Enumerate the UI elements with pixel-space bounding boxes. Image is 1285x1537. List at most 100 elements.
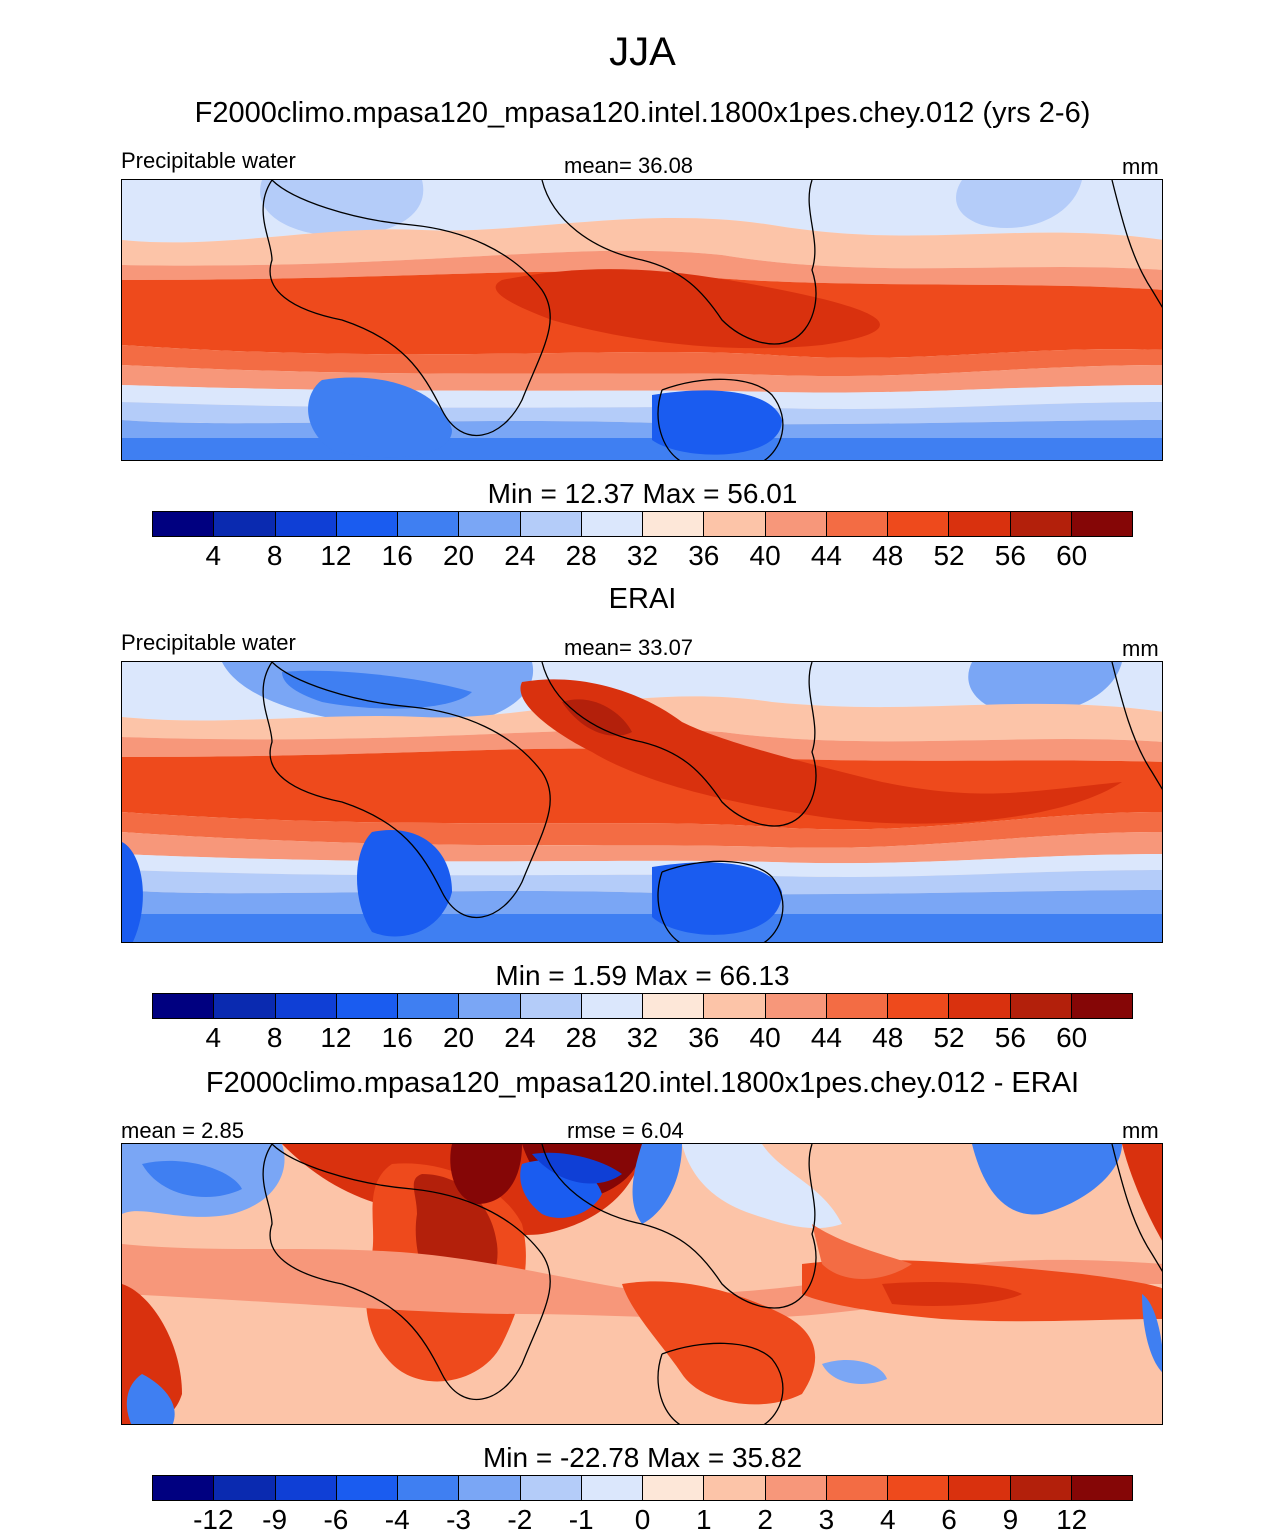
colorbar-swatch <box>459 994 521 1018</box>
panel-3-minmax: Min = -22.78 Max = 35.82 <box>482 1442 803 1473</box>
colorbar-swatch <box>888 1476 950 1500</box>
colorbar-swatch <box>1071 994 1132 1018</box>
colorbar-tick-label: -6 <box>323 1504 349 1535</box>
panel-3-colorbar-ticks: -12 -9 -6 -4 -3 -2 -1 0 1 2 3 4 6 9 12 <box>152 1504 1133 1536</box>
colorbar-tick-label: 20 <box>442 1022 475 1053</box>
colorbar-swatch <box>275 512 337 536</box>
colorbar-swatch <box>704 512 766 536</box>
colorbar-swatch <box>1071 512 1132 536</box>
colorbar-swatch <box>949 1476 1011 1500</box>
colorbar-swatch <box>643 512 705 536</box>
colorbar-tick-label: 12 <box>1056 1504 1088 1535</box>
colorbar-swatch <box>1071 1476 1132 1500</box>
colorbar-tick-label: -3 <box>446 1504 472 1535</box>
colorbar-swatch <box>826 994 888 1018</box>
colorbar-tick-label: 52 <box>933 540 965 571</box>
colorbar-swatch <box>888 994 950 1018</box>
colorbar-tick-label: -12 <box>193 1504 234 1535</box>
colorbar-tick-label: 40 <box>749 540 781 571</box>
panel-1-field <box>122 180 1162 460</box>
colorbar-tick-label: 8 <box>266 540 283 571</box>
panel-2-minmax: Min = 1.59 Max = 66.13 <box>495 960 790 991</box>
panel-2-map <box>121 661 1163 943</box>
colorbar-swatch <box>520 994 582 1018</box>
panel-2-units: mm <box>1122 636 1159 661</box>
colorbar-swatch <box>704 1476 766 1500</box>
colorbar-swatch <box>826 512 888 536</box>
colorbar-tick-label: 4 <box>205 1022 222 1053</box>
colorbar-tick-label: 60 <box>1056 540 1088 571</box>
colorbar-swatch <box>214 1476 276 1500</box>
colorbar-tick-label: 2 <box>757 1504 773 1535</box>
colorbar-swatch <box>336 1476 398 1500</box>
colorbar-tick-label: 28 <box>565 1022 597 1053</box>
colorbar-swatch <box>336 994 398 1018</box>
colorbar-tick-label: 16 <box>381 1022 413 1053</box>
colorbar-tick-label: 52 <box>933 1022 965 1053</box>
colorbar-tick-label: 3 <box>818 1504 835 1535</box>
colorbar-swatch <box>398 512 460 536</box>
colorbar-swatch <box>765 1476 827 1500</box>
colorbar-tick-label: 48 <box>872 1022 904 1053</box>
colorbar-tick-label: 6 <box>941 1504 957 1535</box>
panel-1-units: mm <box>1122 154 1159 179</box>
colorbar-swatch <box>949 994 1011 1018</box>
colorbar-swatch <box>1010 512 1072 536</box>
colorbar-swatch <box>949 512 1011 536</box>
panel-2-colorbar <box>152 993 1133 1019</box>
colorbar-tick-label: 48 <box>872 540 904 571</box>
colorbar-swatch <box>520 512 582 536</box>
colorbar-swatch <box>826 1476 888 1500</box>
colorbar-swatch <box>643 994 705 1018</box>
colorbar-swatch <box>398 994 460 1018</box>
colorbar-tick-label: 1 <box>696 1504 712 1535</box>
colorbar-tick-label: 16 <box>381 540 413 571</box>
colorbar-tick-label: 4 <box>205 540 222 571</box>
panel-3-rmse: rmse = 6.04 <box>567 1118 684 1143</box>
colorbar-swatch <box>643 1476 705 1500</box>
colorbar-tick-label: 24 <box>504 1022 536 1053</box>
colorbar-tick-label: -2 <box>507 1504 533 1535</box>
panel-3-title: F2000climo.mpasa120_mpasa120.intel.1800x… <box>205 1067 1080 1099</box>
panel-2-field <box>122 662 1162 942</box>
figure-title: JJA <box>609 30 676 74</box>
colorbar-tick-label: 60 <box>1056 1022 1088 1053</box>
colorbar-tick-label: 32 <box>626 1022 659 1053</box>
colorbar-tick-label: 36 <box>688 540 720 571</box>
panel-1-colorbar-ticks: 4 8 12 16 20 24 28 32 36 40 44 48 52 56 60 <box>152 540 1133 572</box>
panel-2-colorbar-ticks: 4 8 12 16 20 24 28 32 36 40 44 48 52 56 60 <box>152 1022 1133 1054</box>
colorbar-tick-label: 44 <box>810 540 843 571</box>
colorbar-tick-label: 12 <box>320 540 352 571</box>
colorbar-tick-label: -9 <box>262 1504 288 1535</box>
colorbar-swatch <box>765 512 827 536</box>
colorbar-swatch <box>214 512 276 536</box>
colorbar-tick-label: 24 <box>504 540 536 571</box>
colorbar-swatch <box>153 512 215 536</box>
colorbar-swatch <box>459 1476 521 1500</box>
panel-3-colorbar <box>152 1475 1133 1501</box>
colorbar-tick-label: 9 <box>1002 1504 1019 1535</box>
colorbar-swatch <box>275 994 337 1018</box>
colorbar-tick-label: 28 <box>565 540 597 571</box>
panel-2-mean: mean= 33.07 <box>564 635 694 660</box>
colorbar-swatch <box>1010 1476 1072 1500</box>
panel-3-map <box>121 1143 1163 1425</box>
colorbar-tick-label: 36 <box>688 1022 720 1053</box>
colorbar-swatch <box>275 1476 337 1500</box>
panel-2-variable: Precipitable water <box>121 630 296 655</box>
colorbar-tick-label: 8 <box>266 1022 283 1053</box>
colorbar-swatch <box>214 994 276 1018</box>
panel-3-mean: mean = 2.85 <box>121 1118 244 1143</box>
colorbar-swatch <box>888 512 950 536</box>
panel-1-colorbar <box>152 511 1133 537</box>
colorbar-swatch <box>398 1476 460 1500</box>
colorbar-swatch <box>765 994 827 1018</box>
colorbar-tick-label: -4 <box>384 1504 410 1535</box>
colorbar-swatch <box>336 512 398 536</box>
panel-3-field <box>122 1144 1162 1424</box>
colorbar-tick-label: 32 <box>626 540 659 571</box>
colorbar-swatch <box>520 1476 582 1500</box>
colorbar-tick-label: 44 <box>810 1022 843 1053</box>
colorbar-tick-label: 40 <box>749 1022 781 1053</box>
panel-1-variable: Precipitable water <box>121 148 296 173</box>
